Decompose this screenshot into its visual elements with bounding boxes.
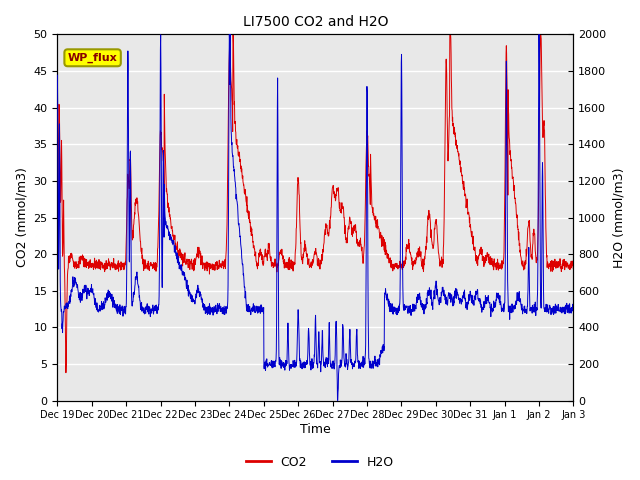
Legend: CO2, H2O: CO2, H2O	[241, 451, 399, 474]
Y-axis label: CO2 (mmol/m3): CO2 (mmol/m3)	[15, 168, 28, 267]
Title: LI7500 CO2 and H2O: LI7500 CO2 and H2O	[243, 15, 388, 29]
Text: WP_flux: WP_flux	[68, 53, 118, 63]
X-axis label: Time: Time	[300, 423, 331, 436]
Y-axis label: H2O (mmol/m3): H2O (mmol/m3)	[612, 167, 625, 268]
